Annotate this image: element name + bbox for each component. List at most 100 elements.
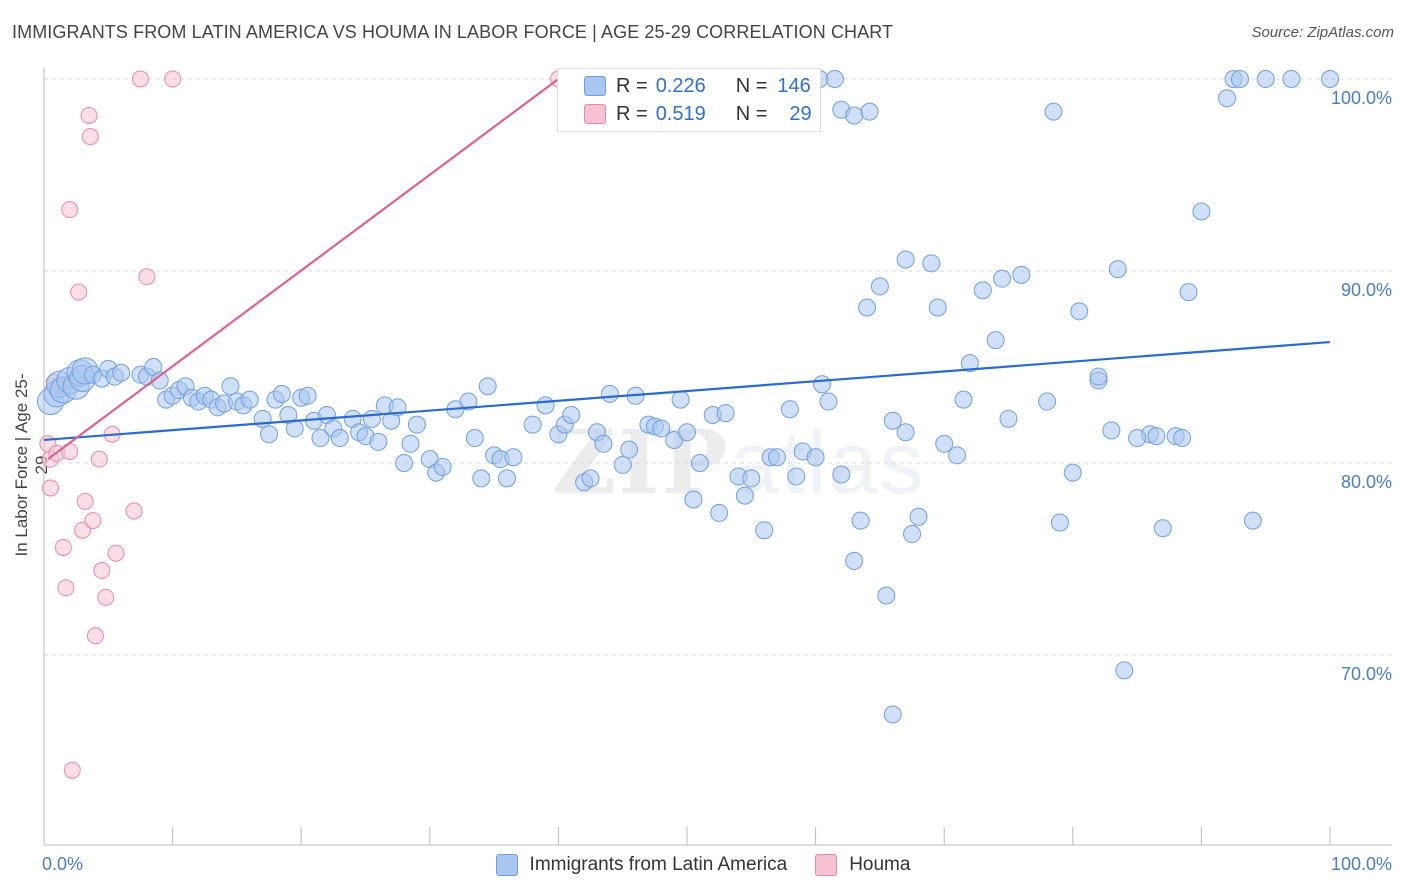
latin-america-point	[960, 354, 979, 373]
latin-america-point	[954, 390, 973, 409]
y-tick-label: 80.0%	[1341, 472, 1392, 492]
latin-america-point	[832, 465, 851, 484]
latin-america-point	[523, 415, 542, 434]
latin-america-point	[112, 363, 131, 382]
latin-america-point	[472, 469, 491, 488]
latin-america-point	[240, 390, 259, 409]
latin-america-point	[735, 486, 754, 505]
houma-point	[54, 538, 72, 556]
latin-america-point	[948, 446, 967, 465]
latin-america-point	[1256, 70, 1275, 88]
houma-point	[41, 479, 59, 497]
latin-america-point	[1038, 392, 1057, 411]
houma-point	[80, 106, 98, 124]
series-legend: Immigrants from Latin America Houma	[0, 850, 1406, 880]
legend-item-latin-america[interactable]: Immigrants from Latin America	[495, 854, 788, 876]
latin-america-point	[362, 409, 381, 428]
latin-america-point	[742, 469, 761, 488]
latin-america-point	[478, 377, 497, 396]
x-tick-label: 100.0%	[1331, 854, 1392, 874]
legend-swatch-blue	[495, 854, 518, 876]
latin-america-point	[909, 507, 928, 526]
latin-america-point	[536, 396, 555, 415]
latin-america-point	[1063, 463, 1082, 482]
correlation-legend: R = 0.226 N = 146 R = 0.519 N = 29	[557, 68, 821, 132]
latin-america-point	[806, 448, 825, 467]
axes	[43, 68, 1392, 846]
latin-america-point	[581, 469, 600, 488]
latin-america-point	[935, 434, 954, 453]
houma-point	[97, 588, 115, 606]
latin-america-point	[1192, 202, 1211, 221]
latin-america-point	[986, 331, 1005, 350]
latin-america-point	[1147, 427, 1166, 446]
latin-america-point	[1173, 429, 1192, 448]
r-value: 0.519	[655, 102, 706, 125]
latin-america-point	[1128, 429, 1147, 448]
houma-point	[131, 70, 149, 88]
houma-point	[125, 502, 143, 520]
houma-point	[61, 201, 79, 219]
houma-point	[93, 562, 111, 580]
latin-america-point	[780, 400, 799, 419]
latin-america-point	[504, 448, 523, 467]
latin-america-point	[465, 429, 484, 448]
latin-america-point	[1243, 511, 1262, 530]
latin-america-point	[684, 490, 703, 509]
latin-america-point	[1050, 513, 1069, 532]
legend-swatch-pink	[815, 854, 838, 876]
y-tick-label: 90.0%	[1341, 280, 1392, 300]
latin-america-point	[903, 525, 922, 544]
houma-trend-line	[47, 78, 560, 461]
latin-america-point	[922, 254, 941, 273]
latin-america-point	[896, 250, 915, 269]
legend-item-houma[interactable]: Houma	[815, 854, 910, 876]
latin-america-point	[1282, 70, 1301, 88]
legend-row-houma: R = 0.519 N = 29	[558, 100, 812, 128]
chart-title: IMMIGRANTS FROM LATIN AMERICA VS HOUMA I…	[12, 22, 894, 42]
latin-america-point	[716, 404, 735, 423]
latin-america-point	[1089, 367, 1108, 386]
latin-america-point	[388, 398, 407, 417]
r-label: R =	[616, 102, 648, 125]
latin-america-point	[1218, 89, 1237, 108]
latin-america-point	[877, 586, 896, 605]
latin-america-point	[260, 425, 279, 444]
r-label: R =	[616, 74, 648, 97]
latin-america-point	[858, 298, 877, 317]
trend-lines	[43, 78, 1331, 461]
houma-point	[90, 450, 108, 468]
houma-point	[138, 268, 156, 286]
latin-america-point	[1012, 265, 1031, 284]
latin-america-point	[819, 392, 838, 411]
n-value: 146	[777, 74, 811, 97]
latin-america-point	[1102, 421, 1121, 440]
latin-america-point	[1115, 661, 1134, 680]
x-tick-label: 0.0%	[42, 854, 83, 874]
latin-america-point	[851, 511, 870, 530]
latin-america-point	[594, 434, 613, 453]
latin-america-point	[710, 503, 729, 522]
latin-america-point	[221, 377, 240, 396]
houma-point	[57, 579, 75, 597]
latin-america-point	[1108, 260, 1127, 279]
y-tick-label: 70.0%	[1341, 664, 1392, 684]
latin-america-point	[1230, 70, 1249, 88]
latin-america-point	[870, 277, 889, 296]
houma-point	[86, 627, 104, 645]
latin-america-point	[1321, 70, 1339, 88]
houma-point	[70, 283, 88, 301]
latin-america-point	[999, 409, 1018, 428]
latin-america-point	[1044, 102, 1063, 121]
latin-america-point	[883, 411, 902, 430]
latin-america-point	[652, 419, 671, 438]
houma-point	[76, 492, 94, 510]
legend-label: Immigrants from Latin America	[529, 854, 788, 875]
latin-america-point	[768, 448, 787, 467]
houma-point	[107, 544, 125, 562]
latin-america-point	[1179, 283, 1198, 302]
houma-point	[81, 128, 99, 146]
latin-america-point	[993, 269, 1012, 288]
latin-america-point	[369, 432, 388, 451]
